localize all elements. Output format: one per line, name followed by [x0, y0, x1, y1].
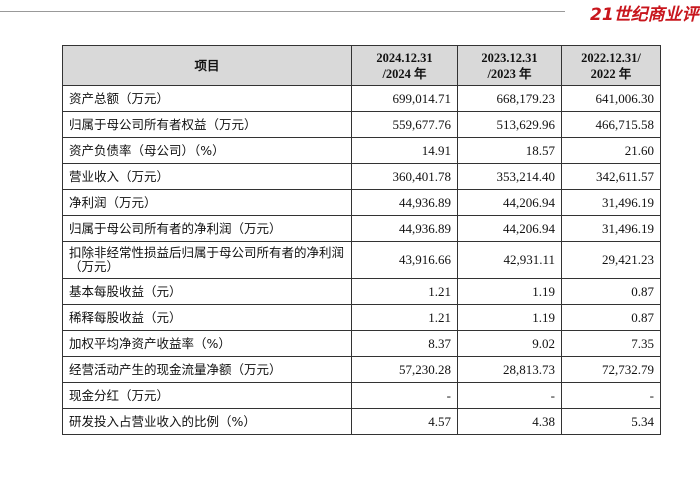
row-label: 扣除非经常性损益后归属于母公司所有者的净利润（万元） — [62, 241, 352, 279]
value-cell: 5.34 — [561, 408, 661, 435]
header-cell: 2024.12.31/2024 年 — [351, 45, 458, 86]
value-cell: 559,677.76 — [351, 111, 458, 138]
value-cell: - — [351, 382, 458, 409]
value-cell: 513,629.96 — [457, 111, 562, 138]
value-cell: 72,732.79 — [561, 356, 661, 383]
header-cell: 2022.12.31/2022 年 — [561, 45, 661, 86]
header-line: /2024 年 — [382, 66, 427, 81]
header-line: 2022 年 — [590, 66, 632, 81]
value-cell: 641,006.30 — [561, 85, 661, 112]
value-cell: 21.60 — [561, 137, 661, 164]
table-row: 扣除非经常性损益后归属于母公司所有者的净利润（万元） 43,916.66 42,93… — [62, 241, 661, 279]
value-cell: 18.57 — [457, 137, 562, 164]
top-rule — [0, 11, 565, 12]
table-row: 归属于母公司所有者权益（万元） 559,677.76 513,629.96 466,7… — [62, 111, 661, 138]
header-line: 2023.12.31 — [481, 50, 538, 65]
table-row: 稀释每股收益（元） 1.21 1.19 0.87 — [62, 304, 661, 331]
row-label: 经营活动产生的现金流量净额（万元） — [62, 356, 352, 383]
value-cell: 42,931.11 — [457, 241, 562, 279]
table-row: 净利润（万元） 44,936.89 44,206.94 31,496.19 — [62, 189, 661, 216]
value-cell: 342,611.57 — [561, 163, 661, 190]
value-cell: 353,214.40 — [457, 163, 562, 190]
value-cell: 8.37 — [351, 330, 458, 357]
value-cell: 43,916.66 — [351, 241, 458, 279]
table-row: 资产总额（万元） 699,014.71 668,179.23 641,006.30 — [62, 85, 661, 112]
value-cell: - — [561, 382, 661, 409]
header-cell: 2023.12.31/2023 年 — [457, 45, 562, 86]
value-cell: 14.91 — [351, 137, 458, 164]
table-row: 资产负债率（母公司）（%） 14.91 18.57 21.60 — [62, 137, 661, 164]
logo: 21世纪商业评论 — [590, 5, 700, 25]
table-row: 基本每股收益（元） 1.21 1.19 0.87 — [62, 278, 661, 305]
financial-table: 项目 2024.12.31/2024 年 2023.12.31/2023 年 2022… — [62, 45, 661, 435]
value-cell: 0.87 — [561, 278, 661, 305]
value-cell: 31,496.19 — [561, 189, 661, 216]
row-label: 营业收入（万元） — [62, 163, 352, 190]
table-body: 资产总额（万元） 699,014.71 668,179.23 641,006.30 归属… — [62, 85, 661, 435]
value-cell: 4.38 — [457, 408, 562, 435]
value-cell: 668,179.23 — [457, 85, 562, 112]
table-row: 营业收入（万元） 360,401.78 353,214.40 342,611.57 — [62, 163, 661, 190]
value-cell: 1.19 — [457, 304, 562, 331]
value-cell: 44,936.89 — [351, 189, 458, 216]
row-label: 资产总额（万元） — [62, 85, 352, 112]
header-line: /2023 年 — [487, 66, 532, 81]
row-label: 基本每股收益（元） — [62, 278, 352, 305]
table-row: 经营活动产生的现金流量净额（万元） 57,230.28 28,813.73 72,73… — [62, 356, 661, 383]
table-row: 加权平均净资产收益率（%） 8.37 9.02 7.35 — [62, 330, 661, 357]
table-row: 研发投入占营业收入的比例（%） 4.57 4.38 5.34 — [62, 408, 661, 435]
value-cell: 4.57 — [351, 408, 458, 435]
value-cell: 1.19 — [457, 278, 562, 305]
value-cell: 360,401.78 — [351, 163, 458, 190]
value-cell: 44,206.94 — [457, 189, 562, 216]
value-cell: 28,813.73 — [457, 356, 562, 383]
value-cell: 466,715.58 — [561, 111, 661, 138]
row-label: 归属于母公司所有者权益（万元） — [62, 111, 352, 138]
value-cell: 699,014.71 — [351, 85, 458, 112]
table-row: 归属于母公司所有者的净利润（万元） 44,936.89 44,206.94 31,49… — [62, 215, 661, 242]
header-cell: 项目 — [62, 45, 352, 86]
table-row: 现金分红（万元） - - - — [62, 382, 661, 409]
value-cell: 44,206.94 — [457, 215, 562, 242]
value-cell: 9.02 — [457, 330, 562, 357]
value-cell: - — [457, 382, 562, 409]
row-label: 资产负债率（母公司）（%） — [62, 137, 352, 164]
value-cell: 7.35 — [561, 330, 661, 357]
row-label: 加权平均净资产收益率（%） — [62, 330, 352, 357]
row-label: 净利润（万元） — [62, 189, 352, 216]
row-label: 稀释每股收益（元） — [62, 304, 352, 331]
row-label: 现金分红（万元） — [62, 382, 352, 409]
value-cell: 1.21 — [351, 304, 458, 331]
value-cell: 29,421.23 — [561, 241, 661, 279]
header-row: 项目 2024.12.31/2024 年 2023.12.31/2023 年 2022… — [62, 45, 661, 86]
row-label: 归属于母公司所有者的净利润（万元） — [62, 215, 352, 242]
row-label: 研发投入占营业收入的比例（%） — [62, 408, 352, 435]
value-cell: 57,230.28 — [351, 356, 458, 383]
header-line: 2024.12.31 — [376, 50, 433, 65]
value-cell: 31,496.19 — [561, 215, 661, 242]
header-line: 2022.12.31/ — [581, 50, 641, 65]
value-cell: 0.87 — [561, 304, 661, 331]
value-cell: 44,936.89 — [351, 215, 458, 242]
value-cell: 1.21 — [351, 278, 458, 305]
